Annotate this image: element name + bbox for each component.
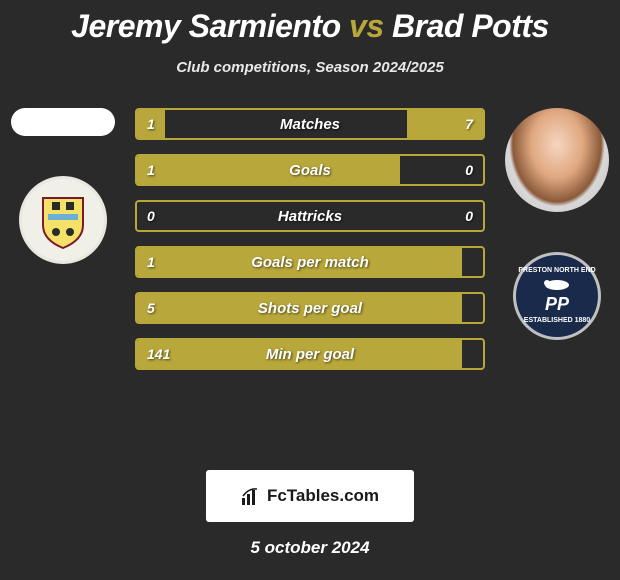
fctables-logo-icon [241, 486, 261, 506]
crest-pp: PP [518, 295, 595, 315]
stat-row: 1Goals per match [135, 246, 485, 278]
player1-club-crest [19, 176, 107, 264]
stat-row: 0Hattricks0 [135, 200, 485, 232]
stat-label: Hattricks [137, 208, 483, 225]
right-column: PRESTON NORTH END PP ESTABLISHED 1880 [502, 108, 612, 340]
stat-row: 5Shots per goal [135, 292, 485, 324]
player2-club-crest: PRESTON NORTH END PP ESTABLISHED 1880 [513, 252, 601, 340]
date-text: 5 october 2024 [0, 538, 620, 558]
branding-badge[interactable]: FcTables.com [206, 470, 414, 522]
comparison-content: PRESTON NORTH END PP ESTABLISHED 1880 1M… [0, 108, 620, 468]
vs-text: vs [349, 8, 384, 44]
stats-bars: 1Matches71Goals00Hattricks01Goals per ma… [135, 108, 485, 384]
stat-value-right: 7 [465, 116, 473, 132]
header: Jeremy Sarmiento vs Brad Potts Club comp… [0, 0, 620, 76]
burnley-crest-icon [38, 190, 88, 250]
stat-label: Goals per match [137, 254, 483, 271]
player1-name: Jeremy Sarmiento [71, 8, 340, 44]
player2-photo [505, 108, 609, 212]
stat-value-right: 0 [465, 162, 473, 178]
crest-bottom-text: ESTABLISHED 1880 [518, 317, 595, 325]
left-column [8, 108, 118, 264]
subtitle: Club competitions, Season 2024/2025 [0, 59, 620, 76]
player1-photo [11, 108, 115, 136]
stat-label: Goals [137, 162, 483, 179]
lamb-icon [537, 275, 577, 291]
stat-row: 1Goals0 [135, 154, 485, 186]
stat-label: Matches [137, 116, 483, 133]
stat-row: 141Min per goal [135, 338, 485, 370]
stat-value-right: 0 [465, 208, 473, 224]
preston-crest-icon: PRESTON NORTH END PP ESTABLISHED 1880 [518, 267, 595, 325]
crest-top-text: PRESTON NORTH END [518, 267, 595, 275]
stat-row: 1Matches7 [135, 108, 485, 140]
player2-name: Brad Potts [392, 8, 549, 44]
stat-label: Min per goal [137, 346, 483, 363]
page-title: Jeremy Sarmiento vs Brad Potts [0, 8, 620, 45]
stat-label: Shots per goal [137, 300, 483, 317]
branding-text: FcTables.com [267, 486, 379, 506]
